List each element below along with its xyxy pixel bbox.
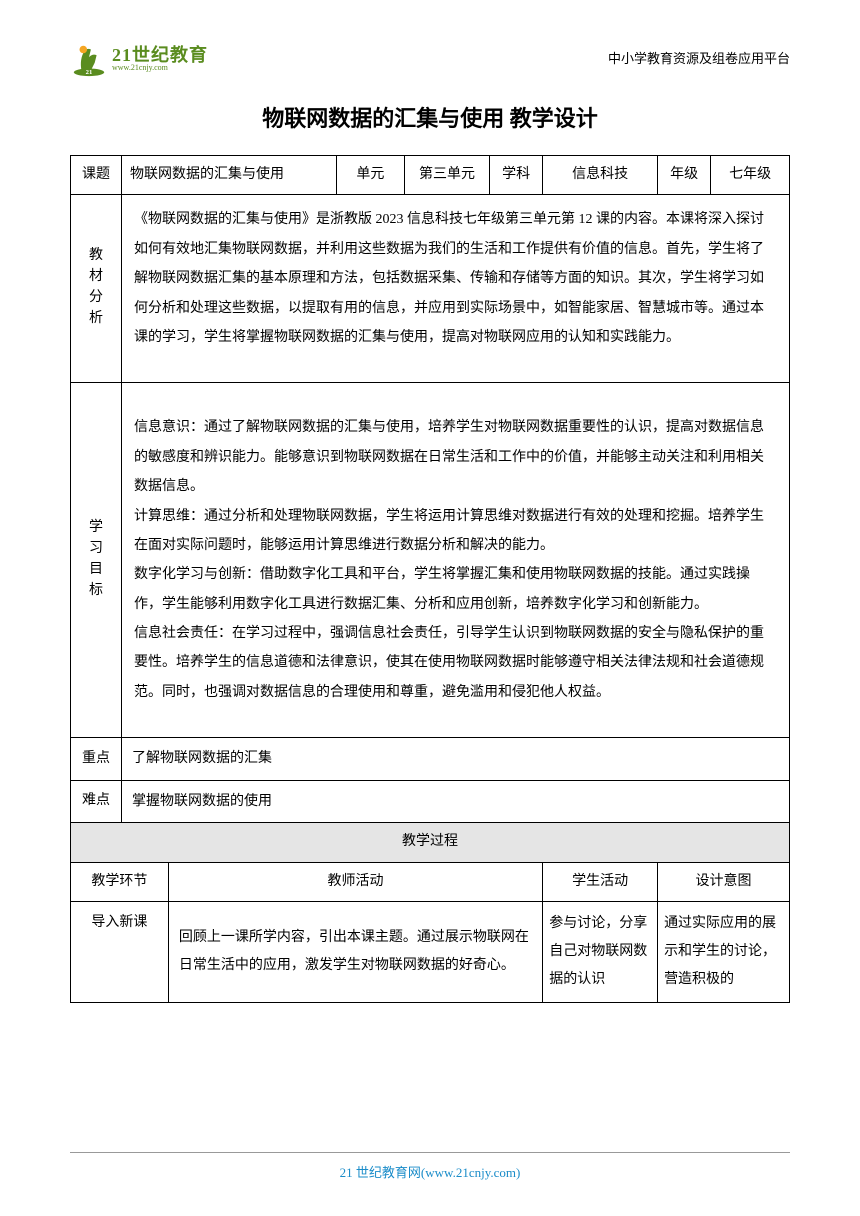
header-platform-text: 中小学教育资源及组卷应用平台 [608,47,790,72]
label-difficulty: 难点 [71,780,122,822]
difficulty-row: 难点 掌握物联网数据的使用 [71,780,790,822]
page-title: 物联网数据的汇集与使用 教学设计 [70,98,790,140]
page-header: 21 21世纪教育 www.21cnjy.com 中小学教育资源及组卷应用平台 [70,40,790,78]
col-student: 学生活动 [543,862,658,902]
content-learning-goals: 信息意识：通过了解物联网数据的汇集与使用，培养学生对物联网数据重要性的认识，提高… [122,383,790,738]
content-difficulty: 掌握物联网数据的使用 [122,780,790,822]
content-textbook-analysis: 《物联网数据的汇集与使用》是浙教版 2023 信息科技七年级第三单元第 12 课… [122,195,790,383]
label-learning-goals: 学习目标 [71,383,122,738]
label-topic: 课题 [71,155,122,195]
textbook-analysis-row: 教材分析 《物联网数据的汇集与使用》是浙教版 2023 信息科技七年级第三单元第… [71,195,790,383]
svg-text:21: 21 [86,69,93,76]
cell-stage: 导入新课 [71,902,169,1003]
value-topic: 物联网数据的汇集与使用 [122,155,337,195]
process-columns-row: 教学环节 教师活动 学生活动 设计意图 [71,862,790,902]
label-key-point: 重点 [71,738,122,780]
label-textbook-analysis: 教材分析 [71,195,122,383]
logo-text-url: www.21cnjy.com [112,64,208,72]
learning-goals-row: 学习目标 信息意识：通过了解物联网数据的汇集与使用，培养学生对物联网数据重要性的… [71,383,790,738]
cell-teacher: 回顾上一课所学内容，引出本课主题。通过展示物联网在日常生活中的应用，激发学生对物… [168,902,542,1003]
cell-student: 参与讨论，分享自己对物联网数据的认识 [543,902,658,1003]
content-key-point: 了解物联网数据的汇集 [122,738,790,780]
logo-text-cn: 21世纪教育 [112,46,208,64]
label-subject: 学科 [490,155,543,195]
value-grade: 七年级 [711,155,790,195]
label-grade: 年级 [658,155,711,195]
col-stage: 教学环节 [71,862,169,902]
process-header-row: 教学过程 [71,823,790,863]
lesson-plan-table: 课题 物联网数据的汇集与使用 单元 第三单元 学科 信息科技 年级 七年级 教材… [70,155,790,1003]
logo: 21 21世纪教育 www.21cnjy.com [70,40,208,78]
label-unit: 单元 [336,155,404,195]
info-row: 课题 物联网数据的汇集与使用 单元 第三单元 学科 信息科技 年级 七年级 [71,155,790,195]
col-teacher: 教师活动 [168,862,542,902]
value-unit: 第三单元 [404,155,489,195]
cell-intent: 通过实际应用的展示和学生的讨论，营造积极的 [658,902,790,1003]
value-subject: 信息科技 [543,155,658,195]
logo-icon: 21 [70,40,108,78]
key-point-row: 重点 了解物联网数据的汇集 [71,738,790,780]
process-header: 教学过程 [71,823,790,863]
col-intent: 设计意图 [658,862,790,902]
page-footer: 21 世纪教育网(www.21cnjy.com) [70,1152,790,1186]
process-row: 导入新课 回顾上一课所学内容，引出本课主题。通过展示物联网在日常生活中的应用，激… [71,902,790,1003]
